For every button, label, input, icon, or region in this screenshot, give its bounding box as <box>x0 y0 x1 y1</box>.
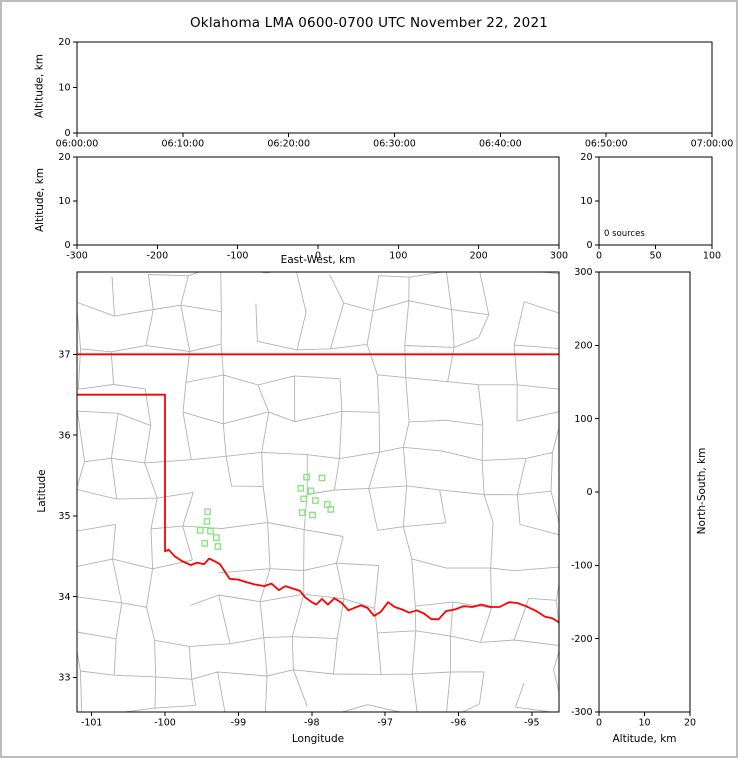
y-tick-label: 20 <box>58 152 70 163</box>
y-tick-label: -200 <box>571 634 593 645</box>
ew-height-panel: -300 -200 -100 0 100 200 300 0 10 20 <box>58 152 568 261</box>
x-tick-label: 06:30:00 <box>373 139 416 150</box>
station-marker <box>297 485 305 492</box>
x-tick-label: -99 <box>231 718 247 729</box>
county-boundaries <box>77 272 559 712</box>
x-tick-label: -97 <box>377 718 393 729</box>
y-tick-label: 0 <box>586 487 592 498</box>
ns-height-panel: 0 10 20 -300 -200 -100 0 100 200 300 <box>571 267 696 728</box>
x-tick-label: -96 <box>451 718 467 729</box>
x-tick-label: 06:20:00 <box>267 139 310 150</box>
station-marker <box>204 508 211 516</box>
x-tick-label: -100 <box>227 251 249 262</box>
y-tick-label: -100 <box>571 561 593 572</box>
x-tick-label: 0 <box>596 251 602 262</box>
time-height-ylabel: Altitude, km <box>33 54 46 119</box>
oklahoma-texas-border <box>77 393 559 624</box>
plan_view-axes: -101 -100 -99 -98 -97 -96 -95 33 34 35 36 37 <box>58 271 560 729</box>
ew_height-frame <box>76 156 560 246</box>
x-tick-label: 50 <box>649 251 661 262</box>
plan_view-frame <box>76 271 560 713</box>
y-tick-label: -300 <box>571 707 593 718</box>
x-tick-label: 06:10:00 <box>161 139 204 150</box>
map-longitude-label: Longitude <box>291 733 345 745</box>
x-tick-label: 06:50:00 <box>585 139 628 150</box>
y-tick-label: 20 <box>580 152 592 163</box>
station-marker <box>318 474 326 482</box>
x-tick-label: 100 <box>389 251 407 262</box>
y-tick-label: 300 <box>574 267 592 278</box>
x-tick-label: 06:40:00 <box>479 139 522 150</box>
y-tick-label: 0 <box>64 128 70 139</box>
station-marker <box>327 506 335 513</box>
x-tick-label: -95 <box>524 718 540 729</box>
x-tick-label: -101 <box>81 718 103 729</box>
time_height-frame <box>76 41 713 134</box>
station-marker <box>201 539 209 547</box>
y-tick-label: 0 <box>586 240 592 251</box>
y-tick-label: 33 <box>58 672 70 683</box>
station-marker <box>323 501 331 508</box>
plan-view-map-panel: -101 -100 -99 -98 -97 -96 -95 33 34 35 36 37 <box>58 271 560 729</box>
ns_height-frame <box>598 271 691 713</box>
figure-title: Oklahoma LMA 0600-0700 UTC November 22, … <box>189 15 549 31</box>
x-tick-label: 10 <box>638 718 650 729</box>
x-tick-label: -98 <box>304 718 320 729</box>
y-tick-label: 200 <box>574 341 592 352</box>
sources-count-label: 0 sources <box>604 229 645 239</box>
station-marker <box>309 511 316 519</box>
x-tick-label: 07:00:00 <box>691 139 734 150</box>
x-tick-label: 300 <box>550 251 568 262</box>
x-tick-label: -300 <box>66 251 88 262</box>
ns-height-xlabel: Altitude, km <box>612 733 677 745</box>
station-marker <box>207 527 214 535</box>
y-tick-label: 20 <box>58 37 70 48</box>
station-marker <box>307 487 315 495</box>
ew-height-ylabel: Altitude, km <box>34 168 46 233</box>
y-tick-label: 10 <box>58 83 70 94</box>
x-tick-label: 20 <box>684 718 696 729</box>
x-tick-label: 0 <box>315 251 321 262</box>
station-marker <box>300 495 308 503</box>
station-marker <box>214 543 222 550</box>
time-height-panel: 06:00:00 06:10:00 06:20:00 06:30:00 06:40:00… <box>56 37 734 149</box>
y-tick-label: 35 <box>58 511 70 522</box>
station-marker <box>213 534 220 541</box>
station-marker <box>298 509 306 516</box>
y-tick-label: 37 <box>58 350 70 361</box>
map-content <box>77 272 559 712</box>
altitude-histogram-panel: 0 50 100 0 10 20 0 sources <box>580 152 721 261</box>
ew-height-xlabel: East-West, km <box>280 254 356 266</box>
ns_height-axes: 0 10 20 -300 -200 -100 0 100 200 300 <box>571 267 696 728</box>
time_height-axes: 06:00:00 06:10:00 06:20:00 06:30:00 06:40:00… <box>56 37 734 149</box>
x-tick-label: 06:00:00 <box>56 139 99 150</box>
x-tick-label: -100 <box>154 718 176 729</box>
map-latitude-label: Latitude <box>36 469 48 513</box>
y-tick-label: 100 <box>574 414 592 425</box>
y-tick-label: 34 <box>58 592 70 603</box>
x-tick-label: -200 <box>147 251 169 262</box>
x-tick-label: 200 <box>470 251 488 262</box>
station-marker <box>303 473 310 481</box>
station-marker <box>203 518 211 525</box>
y-tick-label: 0 <box>64 240 70 251</box>
y-tick-label: 10 <box>58 196 70 207</box>
source_histogram-axes: 0 50 100 0 10 20 0 sources <box>580 152 721 261</box>
ew_height-axes: -300 -200 -100 0 100 200 300 0 10 20 <box>58 152 568 261</box>
station-marker <box>196 526 204 534</box>
station-markers <box>196 473 335 550</box>
x-tick-label: 100 <box>703 251 721 262</box>
station-marker <box>312 497 319 504</box>
north-south-label: North-South, km <box>696 447 708 535</box>
y-tick-label: 36 <box>58 430 70 441</box>
x-tick-label: 0 <box>596 718 602 729</box>
y-tick-label: 10 <box>580 196 592 207</box>
